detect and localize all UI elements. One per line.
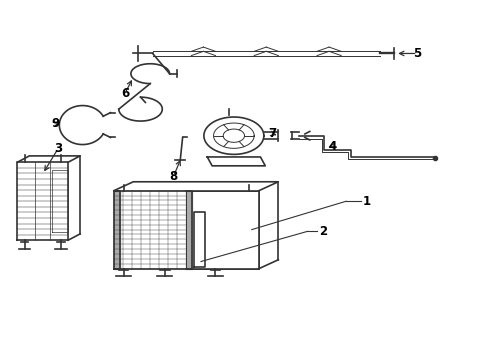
Text: 2: 2 — [319, 225, 327, 238]
Text: 7: 7 — [268, 127, 276, 140]
Text: 5: 5 — [412, 47, 421, 60]
Text: 3: 3 — [54, 141, 62, 154]
Bar — [186, 191, 192, 269]
Text: 1: 1 — [362, 195, 370, 208]
Bar — [114, 191, 120, 269]
Text: 9: 9 — [52, 117, 60, 130]
Text: 4: 4 — [327, 140, 336, 153]
Text: 8: 8 — [169, 170, 177, 183]
Text: 6: 6 — [121, 87, 129, 100]
